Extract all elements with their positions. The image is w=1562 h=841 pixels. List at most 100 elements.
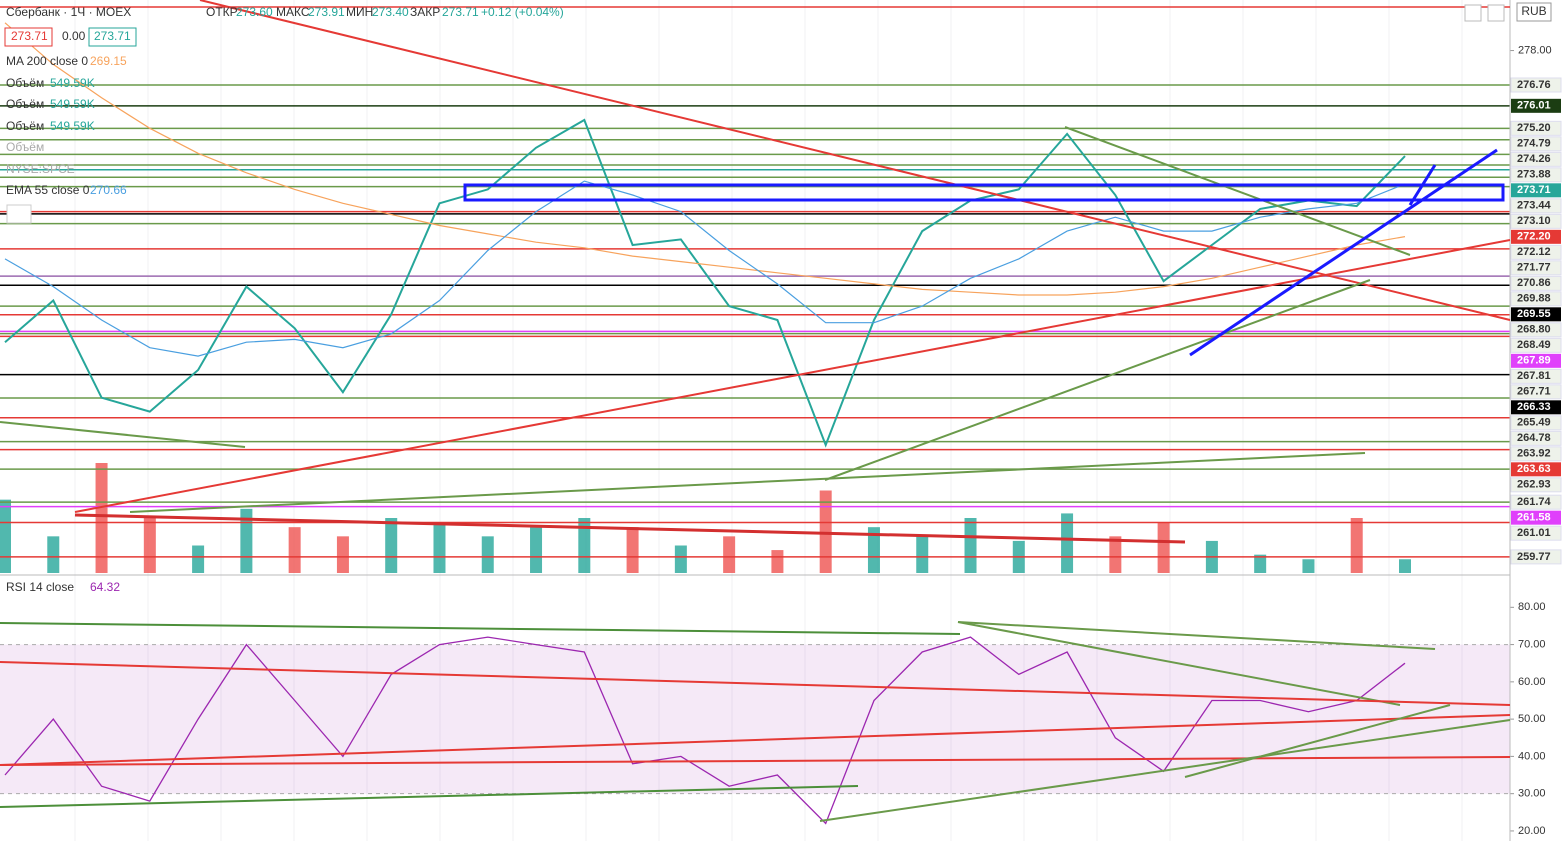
series-line — [4, 118, 1406, 448]
currency-button[interactable] — [1516, 2, 1552, 22]
volume-bar — [481, 536, 494, 573]
level-label: 263.63 — [1517, 463, 1551, 475]
level-label: 268.49 — [1517, 339, 1551, 351]
trendline — [0, 714, 1511, 766]
level-label: 274.79 — [1517, 138, 1551, 150]
vol-name: Объём — [6, 119, 44, 133]
trendline — [74, 239, 1511, 513]
vol-value: 549.59K — [50, 97, 95, 111]
scroll-button[interactable] — [1464, 4, 1482, 22]
price2: 273.71 — [94, 29, 131, 43]
volume-bar — [819, 490, 832, 573]
level-label: 274.26 — [1517, 153, 1551, 165]
currency[interactable]: RUB — [1521, 4, 1546, 18]
trendline — [824, 279, 1371, 481]
level-label: 262.93 — [1517, 479, 1551, 491]
volume-bar — [916, 536, 929, 573]
price: 273.71 — [11, 29, 48, 43]
series-line — [4, 22, 1406, 296]
volume-bar — [723, 536, 736, 573]
rsi-band — [0, 644, 1510, 794]
volume-bar — [95, 463, 108, 573]
y-tick-label: 20.00 — [1518, 825, 1546, 837]
y-tick-label: 40.00 — [1518, 750, 1546, 762]
volume-bar — [288, 527, 301, 573]
y-tick-label: 70.00 — [1518, 638, 1546, 650]
level-label-bg — [1510, 430, 1562, 446]
level-label-bg — [1510, 415, 1562, 431]
level-label: 271.77 — [1517, 262, 1551, 274]
vol-name: Объём — [6, 97, 44, 111]
level-label: 272.12 — [1517, 246, 1551, 258]
volume-bar — [1157, 522, 1170, 573]
high: 273.91 — [308, 5, 345, 19]
price-box — [4, 27, 53, 47]
volume-bar — [674, 545, 687, 573]
trendline — [957, 621, 1401, 706]
header: Сбербанк · 1Ч · MOEX ОТКР 273.60 МАКС 27… — [6, 2, 1552, 22]
level-label-bg — [1511, 353, 1561, 368]
trendline — [0, 661, 1511, 706]
level-label: 267.81 — [1517, 370, 1551, 382]
level-label-bg — [1510, 337, 1562, 353]
open: 273.60 — [236, 5, 273, 19]
volume-bar — [336, 536, 349, 573]
vol-name: Объём — [6, 140, 44, 154]
volume-bar — [771, 550, 784, 573]
level-label: 265.49 — [1517, 417, 1551, 429]
collapse-button[interactable] — [6, 204, 32, 224]
level-label: 261.58 — [1517, 512, 1551, 524]
level-label: 264.78 — [1517, 432, 1551, 444]
level-label-bg — [1510, 120, 1562, 136]
volume-bar — [964, 518, 977, 573]
level-label-bg — [1510, 384, 1562, 400]
open-label: ОТКР — [206, 5, 238, 19]
level-label-bg — [1510, 549, 1562, 565]
low: 273.40 — [372, 5, 409, 19]
trendline — [1184, 704, 1451, 778]
arrow — [1408, 164, 1437, 206]
level-label-bg — [1511, 400, 1561, 415]
ema-value: 270.66 — [90, 183, 127, 197]
level-label: 272.20 — [1517, 231, 1551, 243]
volume-bar — [47, 536, 60, 573]
level-label-bg — [1510, 136, 1562, 152]
trendline — [0, 756, 1511, 766]
y-tick-label: 60.00 — [1518, 676, 1546, 688]
level-label-bg — [1510, 446, 1562, 462]
close-label: ЗАКР — [410, 5, 440, 19]
level-label: 268.80 — [1517, 324, 1551, 336]
trendline — [1189, 148, 1498, 357]
level-label-bg — [1510, 494, 1562, 510]
volume-bar — [0, 499, 11, 573]
spread: 0.00 — [62, 29, 86, 43]
level-label-bg — [1510, 260, 1562, 276]
volume-bar — [626, 527, 639, 573]
maximize-button[interactable] — [1487, 4, 1505, 22]
level-label-bg — [1510, 275, 1562, 291]
level-label-bg — [1510, 525, 1562, 541]
trendline — [819, 719, 1511, 822]
drawings — [0, 0, 1511, 822]
level-label: 273.10 — [1517, 215, 1551, 227]
level-label-bg — [1510, 77, 1562, 93]
legend: 273.71 0.00 273.71 MA 200 close 0 269.15… — [4, 27, 137, 594]
ma-name: MA 200 close 0 — [6, 54, 88, 68]
rsi-value: 64.32 — [90, 580, 120, 594]
trendline — [0, 421, 246, 448]
change: +0.12 (+0.04%) — [481, 5, 564, 19]
close: 273.71 — [442, 5, 479, 19]
volume-bar — [192, 545, 205, 573]
level-label-bg — [1510, 213, 1562, 229]
level-label: 267.71 — [1517, 386, 1551, 398]
level-label: 276.01 — [1517, 100, 1551, 112]
level-label-bg — [1511, 98, 1561, 113]
volume-bar — [1399, 559, 1411, 573]
level-label: 275.20 — [1517, 122, 1551, 134]
level-label-bg — [1510, 244, 1562, 260]
level-label: 259.77 — [1517, 551, 1551, 563]
trendline — [0, 785, 859, 808]
rsi-title: RSI 14 close — [6, 580, 74, 594]
trendline — [74, 513, 1186, 544]
level-label: 269.88 — [1517, 293, 1551, 305]
